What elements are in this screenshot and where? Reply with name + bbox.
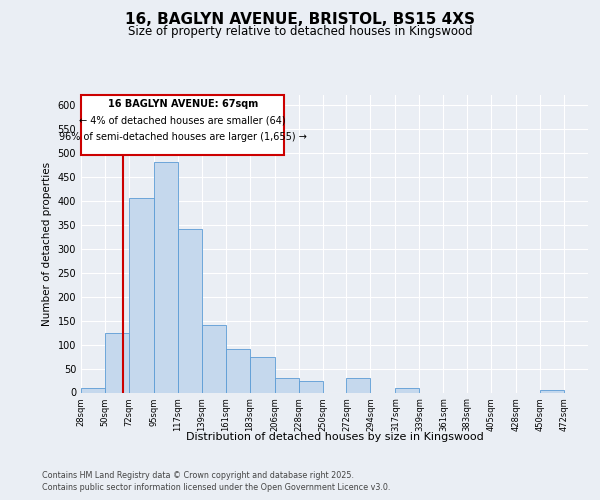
Text: 96% of semi-detached houses are larger (1,655) →: 96% of semi-detached houses are larger (… <box>59 132 307 141</box>
Text: Size of property relative to detached houses in Kingswood: Size of property relative to detached ho… <box>128 25 472 38</box>
Text: ← 4% of detached houses are smaller (64): ← 4% of detached houses are smaller (64) <box>79 116 286 126</box>
Bar <box>346 378 370 392</box>
Bar <box>395 388 419 392</box>
Bar <box>226 350 250 393</box>
Bar <box>299 380 323 392</box>
Bar <box>540 390 564 392</box>
Text: Contains HM Land Registry data © Crown copyright and database right 2025.: Contains HM Land Registry data © Crown c… <box>42 471 354 480</box>
Text: 16 BAGLYN AVENUE: 67sqm: 16 BAGLYN AVENUE: 67sqm <box>107 99 258 109</box>
FancyBboxPatch shape <box>81 95 284 155</box>
Text: 16, BAGLYN AVENUE, BRISTOL, BS15 4XS: 16, BAGLYN AVENUE, BRISTOL, BS15 4XS <box>125 12 475 28</box>
Y-axis label: Number of detached properties: Number of detached properties <box>42 162 52 326</box>
Bar <box>275 378 299 392</box>
Bar <box>105 332 129 392</box>
Text: Contains public sector information licensed under the Open Government Licence v3: Contains public sector information licen… <box>42 484 391 492</box>
Bar <box>129 198 154 392</box>
Text: Distribution of detached houses by size in Kingswood: Distribution of detached houses by size … <box>186 432 484 442</box>
Bar <box>202 326 226 392</box>
Bar <box>178 230 202 392</box>
Bar <box>154 162 178 392</box>
Bar <box>250 356 275 392</box>
Bar <box>81 388 105 392</box>
